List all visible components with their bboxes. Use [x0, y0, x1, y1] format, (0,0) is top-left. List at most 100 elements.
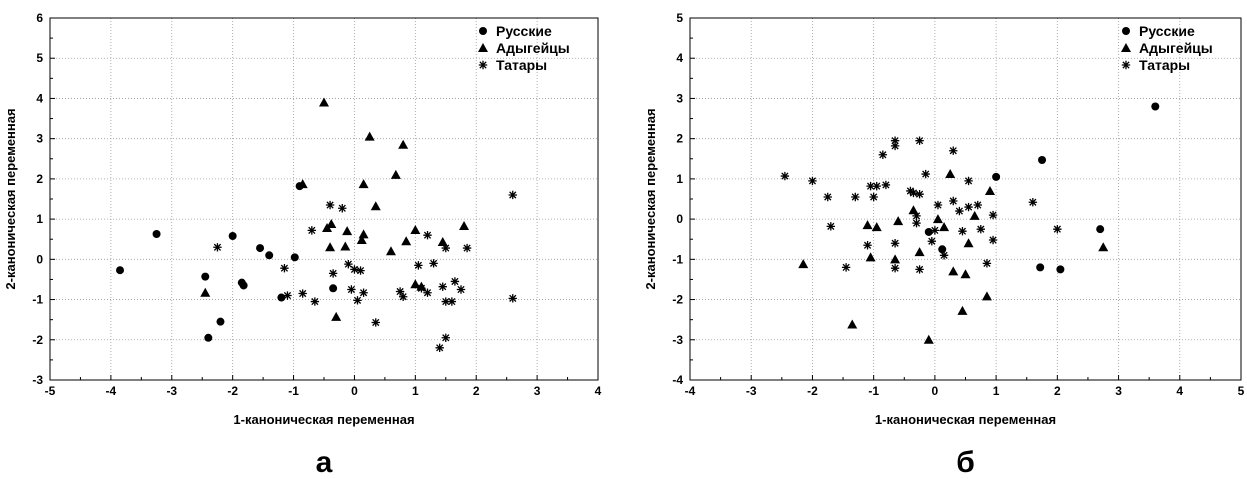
data-point-triangle [969, 210, 980, 220]
data-point-asterisk [851, 192, 860, 202]
data-point-circle [1038, 155, 1047, 164]
data-point-circle [992, 172, 1001, 181]
data-point-asterisk [398, 292, 408, 301]
data-point-asterisk [423, 288, 432, 297]
series-circle [924, 102, 1160, 274]
grid-lines [690, 18, 1241, 380]
data-point-asterisk [890, 239, 900, 248]
y-tick-label: 5 [36, 51, 43, 65]
data-point-asterisk [915, 136, 924, 145]
data-point-asterisk [973, 200, 982, 210]
data-point-asterisk [826, 222, 836, 231]
data-point-asterisk [964, 202, 973, 212]
data-point-asterisk [356, 266, 365, 275]
data-point-circle [239, 281, 248, 290]
data-point-asterisk [1053, 224, 1062, 234]
data-point-asterisk [508, 294, 517, 303]
data-point-circle [201, 272, 210, 281]
data-point-triangle [437, 237, 448, 247]
data-point-asterisk [915, 189, 924, 199]
y-tick-label: 4 [36, 91, 43, 105]
y-tick-label: -4 [672, 373, 683, 387]
data-point-triangle [945, 169, 956, 179]
data-point-circle [256, 244, 265, 253]
data-point-asterisk [949, 196, 958, 206]
data-point-triangle [356, 235, 367, 245]
data-point-triangle [358, 229, 369, 239]
data-point-asterisk [298, 289, 307, 298]
data-point-circle [152, 229, 161, 238]
data-point-asterisk [280, 263, 289, 273]
data-point-asterisk [933, 200, 943, 210]
tick-marks [49, 17, 599, 381]
panel-label: а [316, 446, 333, 479]
grid-lines [50, 18, 598, 380]
data-point-triangle [200, 287, 211, 297]
data-point-circle [216, 317, 225, 326]
x-tick-label: 2 [473, 384, 480, 398]
data-point-asterisk [338, 204, 347, 213]
chart-panel-1: -5 -4 -3 -2 -1 0 1 2 3 4 -3 -2 -1 0 1 2 3 4 5 6 1-каноническ… [3, 11, 602, 479]
y-axis-title: 2-каноническая переменная [643, 108, 658, 289]
data-point-triangle [364, 131, 375, 141]
data-point-asterisk [441, 333, 450, 342]
y-tick-label: 4 [676, 51, 683, 65]
data-point-circle [265, 251, 274, 260]
data-point-asterisk [441, 243, 450, 253]
data-point-asterisk [213, 243, 222, 252]
data-point-asterisk [930, 226, 940, 235]
data-point-triangle [932, 214, 943, 224]
data-point-asterisk [359, 288, 368, 297]
data-point-circle [938, 245, 947, 254]
data-point-asterisk [435, 343, 444, 353]
data-point-asterisk [347, 285, 356, 294]
data-point-circle [1096, 225, 1105, 234]
x-tick-label: -2 [807, 384, 818, 398]
y-tick-label: -3 [672, 333, 683, 347]
x-tick-label: -1 [868, 384, 879, 398]
series-triangle [200, 97, 470, 321]
data-point-asterisk [508, 190, 517, 200]
series-circle [116, 182, 338, 342]
data-point-asterisk [912, 211, 921, 221]
x-tick-label: -1 [288, 384, 299, 398]
y-tick-label: 3 [36, 132, 43, 146]
data-point-asterisk [869, 192, 878, 202]
x-tick-label: 1 [993, 384, 1000, 398]
data-point-asterisk [881, 180, 891, 190]
data-point-circle [329, 284, 338, 293]
data-point-triangle [342, 226, 353, 236]
series-asterisk [213, 190, 517, 353]
data-point-triangle [340, 241, 351, 251]
x-tick-label: 3 [534, 384, 541, 398]
data-point-triangle [319, 97, 329, 107]
data-point-triangle [390, 169, 401, 179]
data-point-triangle [871, 222, 882, 232]
data-point-triangle [865, 252, 876, 262]
y-tick-label: 5 [676, 11, 683, 25]
legend-marker-asterisk [1121, 60, 1131, 70]
legend-marker-circle [1122, 27, 1130, 35]
data-point-asterisk [949, 146, 958, 155]
data-point-asterisk [344, 259, 353, 269]
y-tick-label: -1 [32, 293, 43, 307]
y-tick-label: 2 [676, 132, 683, 146]
y-tick-label: -2 [672, 293, 683, 307]
data-point-asterisk [283, 291, 292, 300]
x-tick-label: 0 [351, 384, 358, 398]
data-point-triangle [948, 266, 959, 276]
data-point-asterisk [307, 226, 317, 235]
y-tick-label: 1 [676, 172, 683, 186]
data-point-triangle [862, 220, 873, 230]
x-tick-label: 5 [1238, 384, 1245, 398]
data-point-circle [1036, 263, 1045, 272]
y-tick-label: 2 [36, 172, 43, 186]
x-axis-title: 1-каноническая переменная [875, 412, 1056, 427]
data-point-triangle [326, 218, 337, 228]
legend-marker-triangle [478, 43, 488, 52]
data-point-triangle [459, 220, 470, 230]
data-point-triangle [331, 311, 342, 321]
